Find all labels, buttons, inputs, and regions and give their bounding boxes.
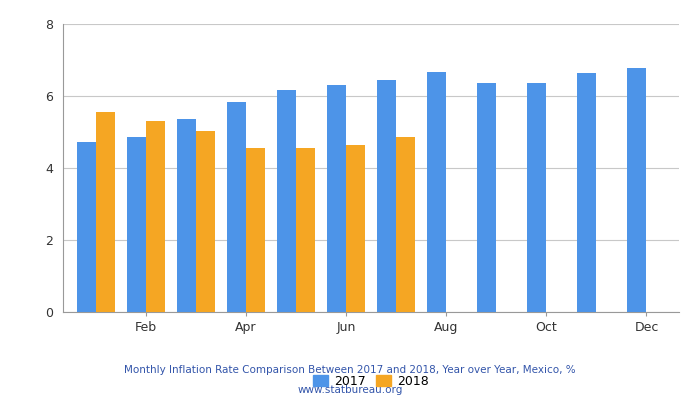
Bar (246, 148, 265, 312)
Bar (96, 112, 115, 312)
Bar (396, 137, 415, 312)
Bar (377, 80, 396, 312)
Legend: 2017, 2018: 2017, 2018 (308, 370, 434, 393)
Bar (196, 130, 215, 312)
Bar (276, 90, 296, 312)
Bar (427, 72, 446, 312)
Bar (327, 85, 346, 312)
Bar (627, 68, 646, 312)
Bar (346, 144, 365, 312)
Bar (578, 73, 596, 312)
Bar (146, 121, 164, 312)
Bar (477, 83, 496, 312)
Bar (527, 83, 546, 312)
Bar (296, 148, 315, 312)
Text: www.statbureau.org: www.statbureau.org (298, 385, 402, 395)
Bar (227, 102, 246, 312)
Text: Monthly Inflation Rate Comparison Between 2017 and 2018, Year over Year, Mexico,: Monthly Inflation Rate Comparison Betwee… (124, 365, 576, 375)
Bar (76, 142, 96, 312)
Bar (176, 119, 196, 312)
Bar (127, 137, 146, 312)
